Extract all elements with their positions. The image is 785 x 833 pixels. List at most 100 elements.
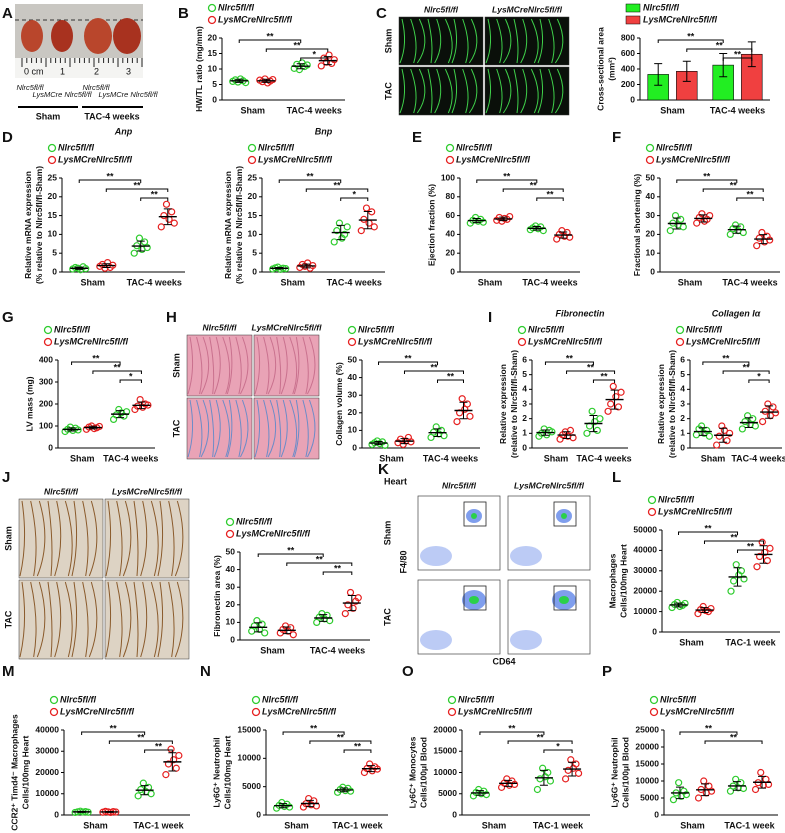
micrograph bbox=[186, 334, 253, 397]
legend-label: LysMCreNlrc5fl/fl bbox=[643, 14, 718, 24]
tissue bbox=[196, 399, 203, 458]
x-tick-label: TAC-4 weeks bbox=[722, 277, 777, 287]
tissue bbox=[133, 500, 139, 577]
significance-label: ** bbox=[746, 189, 754, 199]
significance-label: * bbox=[312, 49, 316, 59]
tissue bbox=[235, 336, 242, 395]
y-tick-label: 0 bbox=[256, 809, 261, 819]
tissue bbox=[64, 581, 73, 658]
data-point bbox=[289, 631, 297, 639]
y-axis-label: (relative to Nlrc5fl/fl-Sham) bbox=[509, 350, 519, 458]
legend-marker bbox=[225, 529, 235, 539]
data-point bbox=[609, 382, 617, 390]
significance-label: ** bbox=[703, 171, 711, 181]
significance-label: ** bbox=[310, 723, 318, 733]
data-point bbox=[170, 219, 178, 227]
y-axis-label: Fibronectin area (%) bbox=[212, 555, 222, 637]
sd-bar bbox=[140, 785, 149, 796]
legend-marker bbox=[247, 143, 257, 153]
legend-marker bbox=[517, 325, 527, 335]
legend-label: LysMCreNlrc5fl/fl bbox=[658, 506, 733, 516]
significance-bracket bbox=[278, 179, 342, 183]
significance-label: ** bbox=[287, 545, 295, 555]
x-tick-label: Sham bbox=[679, 637, 704, 647]
sd-bar bbox=[701, 783, 710, 797]
panel-letter: L bbox=[612, 469, 621, 486]
legend-marker bbox=[225, 517, 235, 527]
data-point bbox=[759, 418, 767, 426]
tissue bbox=[47, 500, 53, 577]
micrograph bbox=[186, 397, 253, 460]
flow-core bbox=[559, 596, 569, 604]
significance-label: ** bbox=[405, 353, 413, 363]
legend-marker bbox=[649, 707, 659, 717]
sd-bar bbox=[504, 779, 513, 787]
significance-label: ** bbox=[587, 362, 595, 372]
flow-gate bbox=[463, 585, 487, 611]
significance-bracket bbox=[340, 197, 369, 201]
sd-bar bbox=[319, 614, 328, 622]
significance-bracket bbox=[543, 749, 573, 753]
sd-bar bbox=[77, 810, 86, 813]
y-tick-label: 50 bbox=[646, 172, 656, 182]
significance-bracket bbox=[703, 540, 764, 544]
tissue bbox=[530, 18, 539, 64]
tissue bbox=[537, 18, 544, 64]
x-tick-label: Sham bbox=[280, 277, 305, 287]
significance-bracket bbox=[119, 379, 142, 383]
chart-title: Collagen Iα bbox=[712, 308, 761, 318]
group-label: TAC-4 weeks bbox=[84, 111, 139, 121]
tissue bbox=[240, 399, 249, 458]
x-tick-label: Sham bbox=[544, 453, 569, 463]
sd-bar bbox=[400, 438, 409, 445]
significance-bracket bbox=[686, 48, 753, 52]
x-tick-label: TAC-1 week bbox=[725, 637, 776, 647]
significance-label: ** bbox=[747, 541, 755, 551]
sd-bar bbox=[733, 567, 742, 587]
y-axis-label: (% relative to Nlrc5fl/fl-Sham) bbox=[34, 166, 44, 284]
flow-cloud bbox=[510, 546, 542, 566]
y-axis-label: Cells/100mg Heart bbox=[618, 544, 628, 618]
significance-label: ** bbox=[687, 31, 695, 41]
data-point bbox=[743, 412, 752, 420]
y-tick-label: 15000 bbox=[635, 758, 659, 768]
data-point bbox=[566, 426, 575, 434]
significance-bracket bbox=[476, 179, 538, 183]
y-axis-label: Relative mRNA expression bbox=[223, 171, 233, 279]
significance-bracket bbox=[437, 379, 464, 383]
y-tick-label: 2 bbox=[522, 413, 527, 423]
legend-label: LysMCreNlrc5fl/fl bbox=[456, 154, 531, 164]
sd-bar bbox=[347, 594, 356, 612]
tissue bbox=[105, 581, 112, 658]
tissue bbox=[410, 18, 417, 64]
y-tick-label: 10000 bbox=[35, 788, 59, 798]
data-point bbox=[682, 790, 691, 799]
y-tick-label: 25000 bbox=[635, 724, 659, 734]
significance-bracket bbox=[403, 370, 464, 374]
panel-letter: E bbox=[412, 129, 422, 146]
significance-bracket bbox=[737, 549, 764, 553]
legend-label: LysMCreNlrc5fl/fl bbox=[660, 706, 735, 716]
data-point bbox=[698, 210, 706, 218]
y-tick-label: 20 bbox=[208, 32, 218, 42]
tissue bbox=[416, 18, 426, 64]
y-tick-label: 20000 bbox=[633, 585, 657, 595]
significance-bracket bbox=[282, 731, 345, 735]
panel-letter: D bbox=[2, 129, 13, 146]
data-point bbox=[258, 620, 266, 628]
significance-label: ** bbox=[334, 180, 342, 190]
y-axis-label: Relative expression bbox=[656, 364, 666, 444]
data-point bbox=[694, 794, 703, 802]
y-tick-label: 800 bbox=[621, 32, 635, 42]
tissue bbox=[280, 399, 288, 458]
sd-bar bbox=[116, 410, 125, 419]
heart bbox=[21, 20, 43, 52]
sd-bar bbox=[541, 429, 550, 436]
sd-bar bbox=[366, 765, 375, 773]
legend-label: Nlrc5fl/fl bbox=[258, 142, 295, 152]
y-tick-label: 40 bbox=[226, 564, 236, 574]
significance-label: ** bbox=[114, 362, 122, 372]
data-point bbox=[741, 418, 749, 426]
data-point bbox=[544, 768, 552, 777]
tissue bbox=[554, 68, 564, 114]
